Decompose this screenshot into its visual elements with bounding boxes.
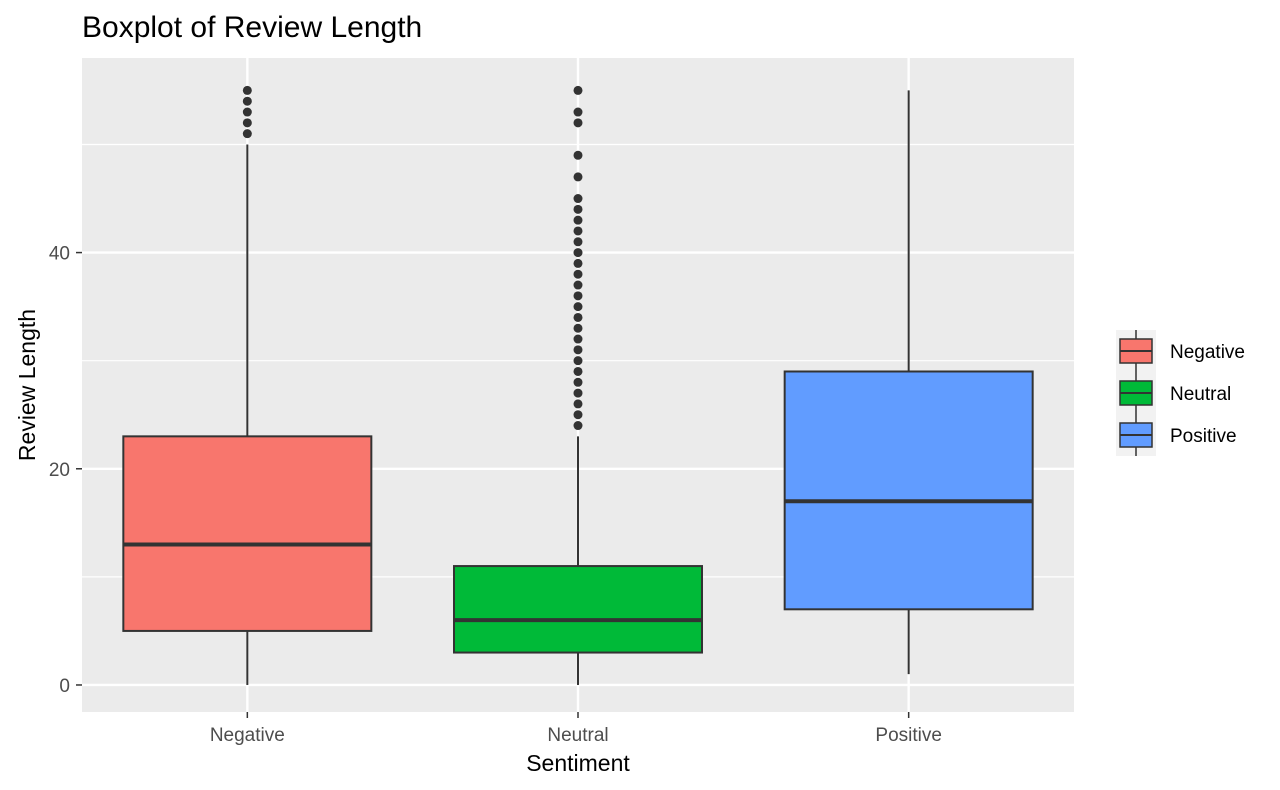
x-tick-label: Positive <box>875 725 942 746</box>
outlier-point <box>242 118 252 128</box>
box-neutral <box>453 85 703 685</box>
y-tick-label: 0 <box>59 676 70 697</box>
outlier-point <box>573 194 583 204</box>
outlier-point <box>573 150 583 160</box>
x-axis: Negative Neutral Positive <box>210 712 942 746</box>
x-tick-label: Neutral <box>547 725 608 746</box>
box-positive <box>783 90 1034 675</box>
outlier-point <box>573 312 583 322</box>
outlier-point <box>573 377 583 387</box>
outlier-point <box>573 323 583 333</box>
outlier-point <box>573 85 583 95</box>
boxes <box>122 85 1034 685</box>
outlier-point <box>573 269 583 279</box>
outlier-point <box>573 410 583 420</box>
outlier-point <box>573 226 583 236</box>
outlier-point <box>573 345 583 355</box>
legend-label: Neutral <box>1170 384 1231 405</box>
outlier-point <box>573 388 583 398</box>
outlier-point <box>242 107 252 117</box>
outlier-point <box>573 399 583 409</box>
legend-item-negative: Negative <box>1116 330 1245 372</box>
outlier-point <box>573 248 583 258</box>
outlier-point <box>242 85 252 95</box>
outlier-point <box>573 258 583 268</box>
y-axis: 0 20 40 <box>49 244 82 697</box>
legend-label: Negative <box>1170 342 1245 363</box>
outlier-point <box>573 421 583 431</box>
x-tick-label: Negative <box>210 725 285 746</box>
box-body <box>122 435 373 632</box>
outlier-point <box>573 118 583 128</box>
legend: Negative Neutral Positive <box>1116 330 1245 456</box>
outlier-point <box>573 237 583 247</box>
outlier-point <box>573 280 583 290</box>
y-axis-title: Review Length <box>14 309 40 461</box>
outlier-point <box>573 302 583 312</box>
box-negative <box>122 85 373 685</box>
outlier-point <box>573 107 583 117</box>
outlier-point <box>573 291 583 301</box>
x-axis-title: Sentiment <box>526 750 630 776</box>
outlier-point <box>573 172 583 182</box>
outlier-point <box>573 204 583 214</box>
outlier-point <box>242 96 252 106</box>
legend-item-positive: Positive <box>1116 414 1237 456</box>
box-body <box>783 370 1034 611</box>
box-body <box>453 565 703 654</box>
y-tick-label: 40 <box>49 244 70 265</box>
outlier-point <box>573 215 583 225</box>
legend-item-neutral: Neutral <box>1116 372 1231 414</box>
outlier-point <box>242 129 252 139</box>
chart-title: Boxplot of Review Length <box>82 11 422 44</box>
y-tick-label: 20 <box>49 460 70 481</box>
outlier-point <box>573 366 583 376</box>
legend-label: Positive <box>1170 426 1237 447</box>
outlier-point <box>573 334 583 344</box>
outlier-point <box>573 356 583 366</box>
